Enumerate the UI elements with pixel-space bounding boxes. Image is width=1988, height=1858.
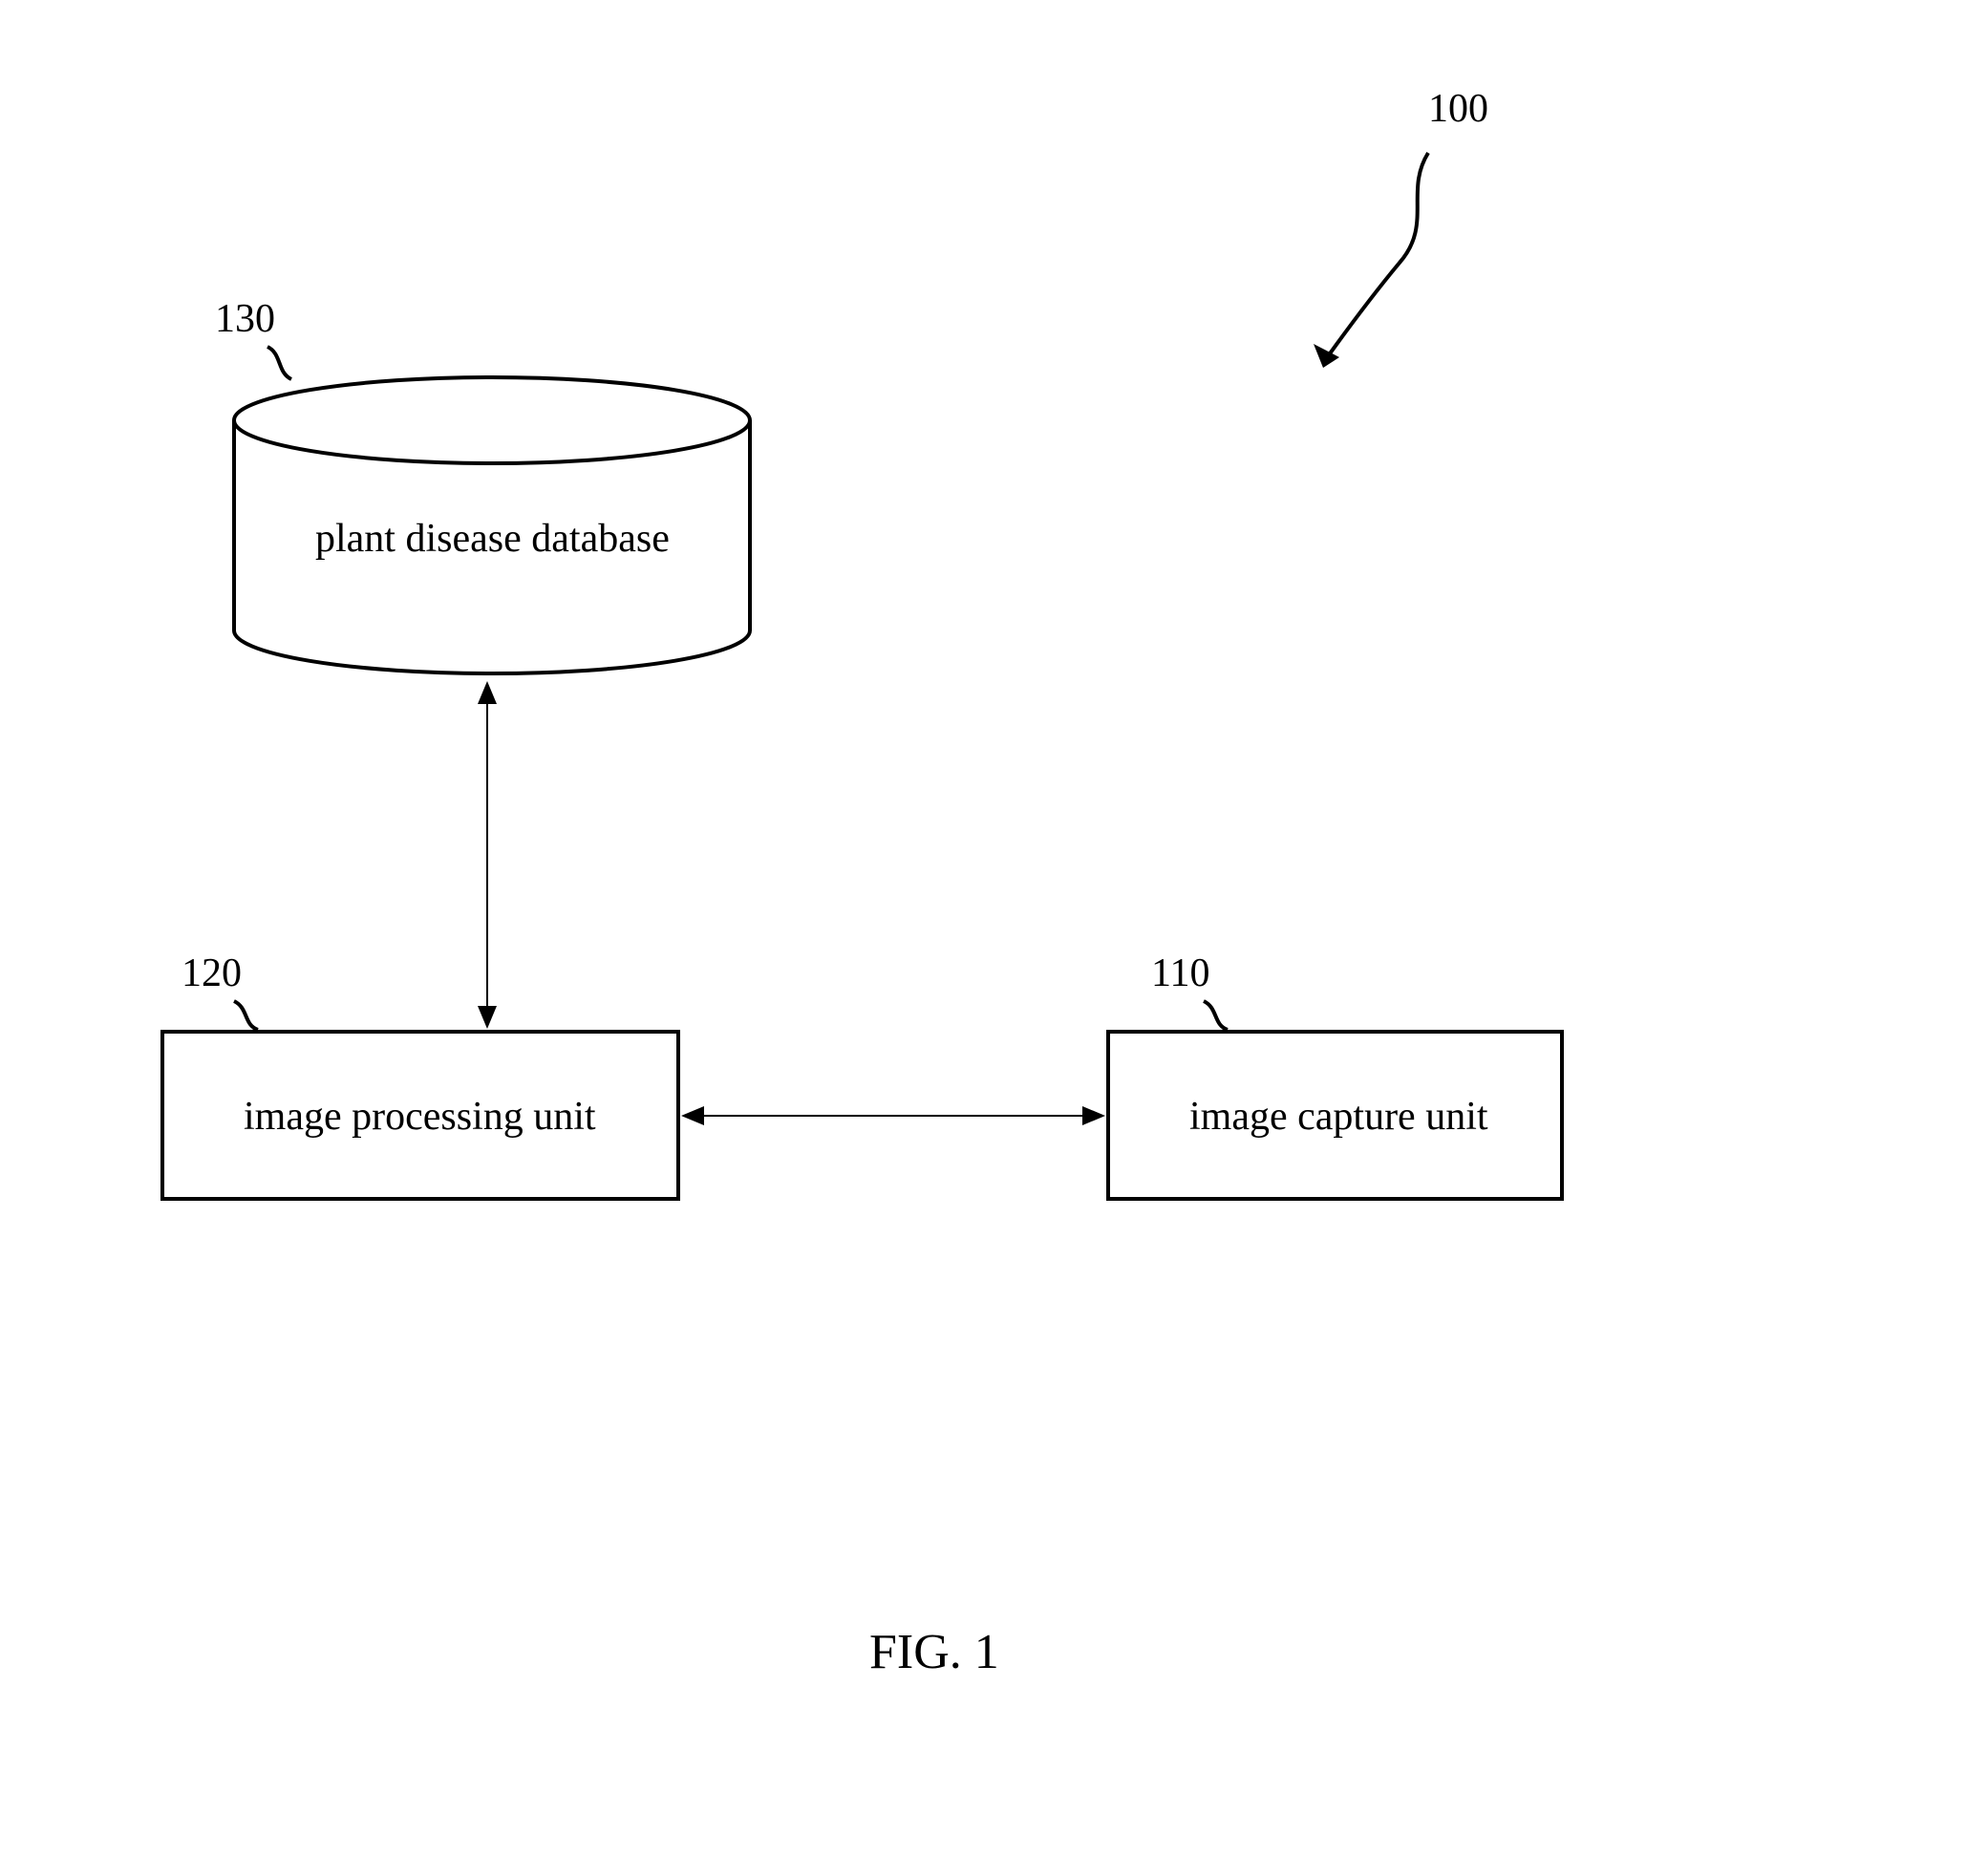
label-database: plant disease database [315,516,670,562]
ref-capture: 110 [1151,950,1209,996]
figure-diagram: plant disease database image processing … [0,0,1988,1858]
ref-processing: 120 [182,950,242,996]
figure-ref-arrow [1323,153,1428,363]
label-processing: image processing unit [244,1094,596,1140]
ref-leader-120 [234,1001,258,1030]
figure-caption: FIG. 1 [869,1624,999,1680]
ref-leader-110 [1204,1001,1228,1030]
ref-database: 130 [215,296,275,342]
diagram-svg [0,0,1988,1858]
ref-figure: 100 [1428,86,1488,132]
ref-leader-130 [267,347,291,379]
label-capture: image capture unit [1189,1094,1488,1140]
